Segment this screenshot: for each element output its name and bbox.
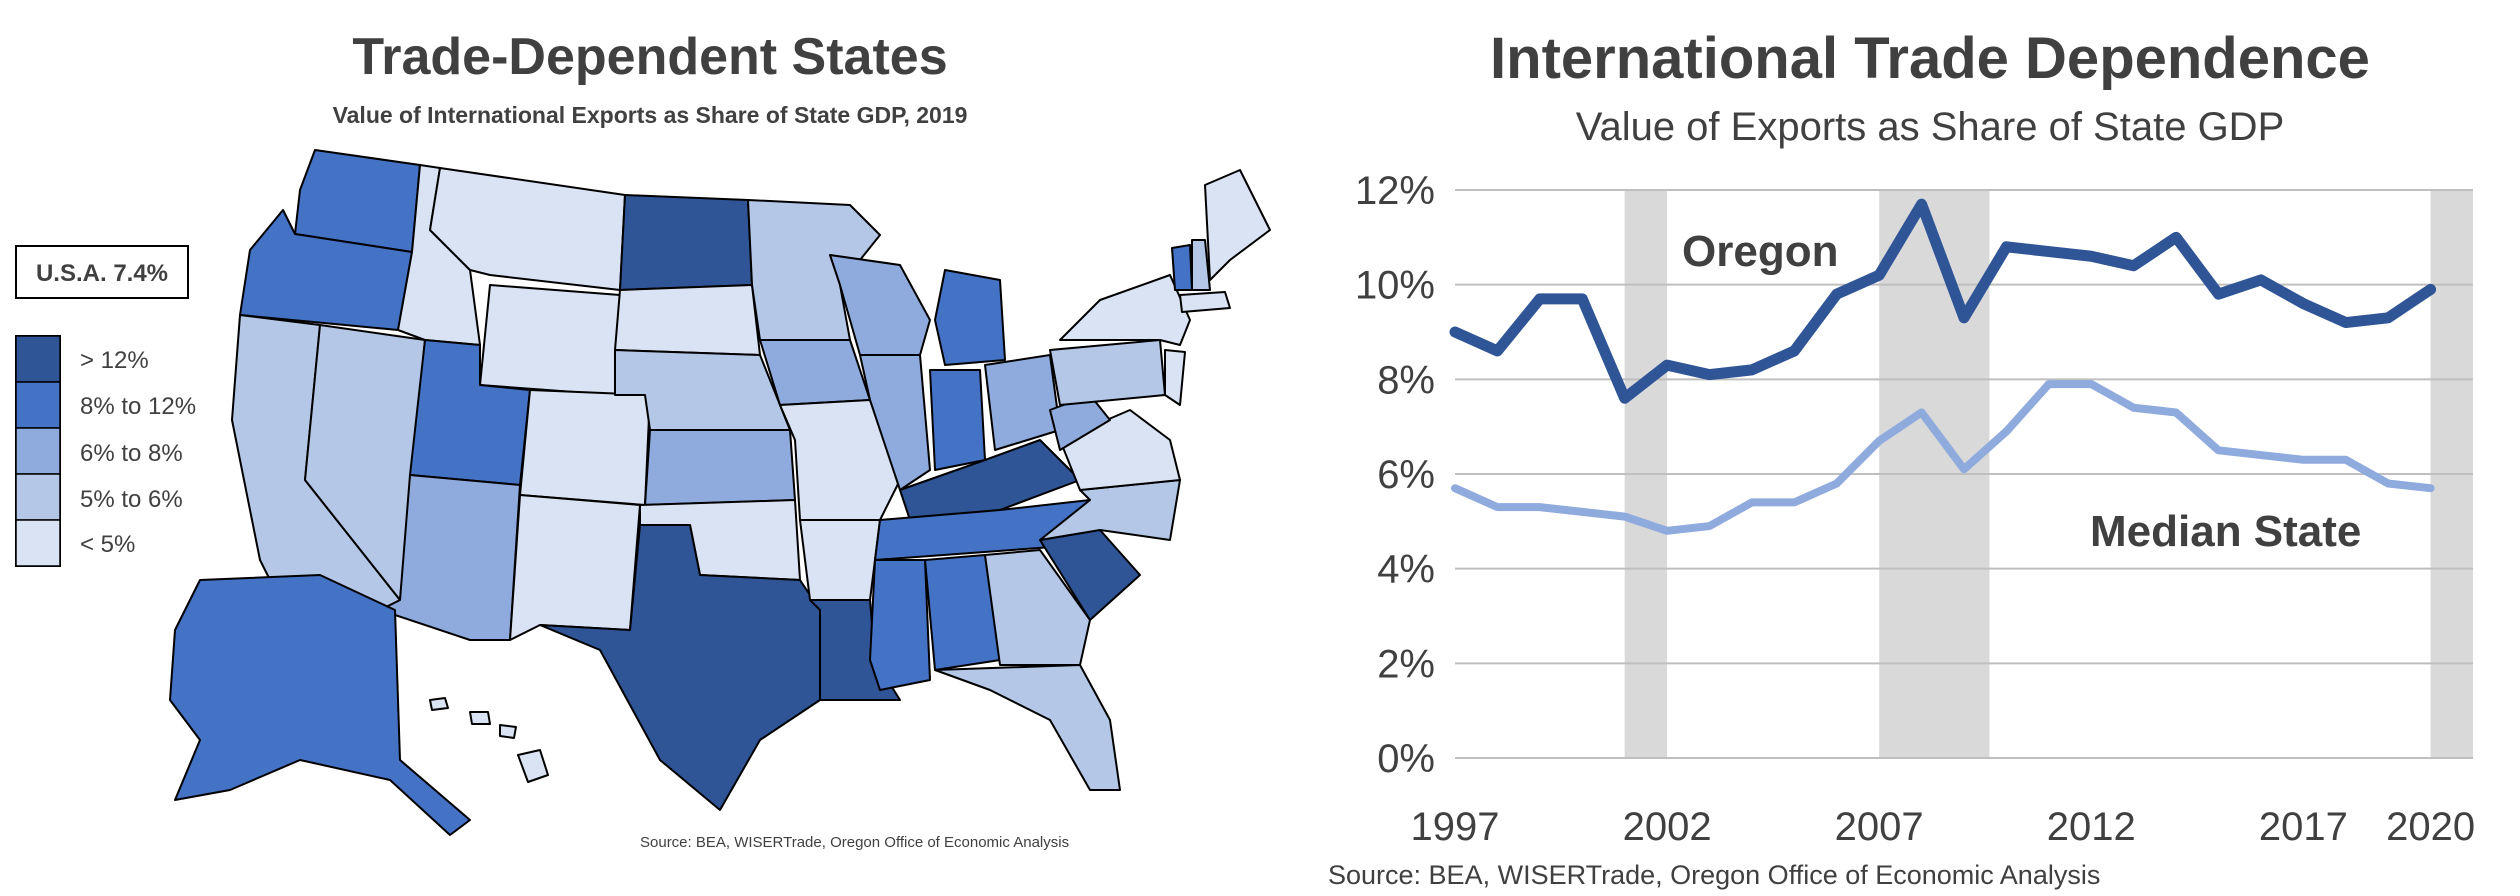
legend-swatch-3 bbox=[15, 427, 61, 475]
map-panel: Trade-Dependent States Value of Internat… bbox=[15, 28, 1271, 851]
map-legend: > 12% 8% to 12% 6% to 8% 5% to 6% < 5% bbox=[15, 335, 196, 567]
y-tick-label-2: 2% bbox=[1377, 642, 1435, 686]
legend-swatch-4 bbox=[15, 473, 61, 521]
legend-swatch-5 bbox=[15, 519, 61, 567]
state-tx bbox=[539, 524, 821, 811]
state-mn bbox=[747, 199, 881, 341]
state-nd bbox=[619, 194, 753, 291]
x-tick-label-1997: 1997 bbox=[1411, 805, 1500, 849]
state-nj bbox=[1164, 349, 1186, 406]
state-ga bbox=[984, 549, 1091, 666]
map-svg: Trade-Dependent States Value of Internat… bbox=[15, 28, 1271, 851]
x-tick-label-2012: 2012 bbox=[2047, 805, 2136, 849]
x-axis-ticks: 1997 2002 2007 2012 2017 2020 bbox=[1411, 805, 2476, 849]
state-ma bbox=[1179, 291, 1231, 313]
legend-label-3: 6% to 8% bbox=[80, 440, 183, 467]
usa-callout-text: U.S.A. 7.4% bbox=[36, 260, 168, 287]
state-hi bbox=[429, 697, 549, 783]
state-sd bbox=[614, 284, 761, 356]
state-ks bbox=[644, 429, 796, 506]
x-tick-label-2002: 2002 bbox=[1623, 805, 1712, 849]
usa-callout-box bbox=[15, 245, 189, 299]
series-label-median-state: Median State bbox=[2090, 507, 2361, 556]
state-ia bbox=[759, 339, 871, 406]
y-tick-label-12: 12% bbox=[1355, 169, 1435, 213]
x-tick-label-2020: 2020 bbox=[2386, 805, 2475, 849]
legend-label-1: > 12% bbox=[80, 347, 149, 374]
legend-label-2: 8% to 12% bbox=[80, 393, 196, 420]
state-mi bbox=[934, 269, 1006, 366]
state-ak bbox=[169, 574, 471, 836]
line-chart-title: International Trade Dependence bbox=[1490, 26, 2370, 91]
line-chart-subtitle: Value of Exports as Share of State GDP bbox=[1576, 105, 2285, 149]
state-pa bbox=[1049, 339, 1166, 406]
y-tick-label-0: 0% bbox=[1377, 737, 1435, 781]
state-il bbox=[859, 354, 931, 491]
line-chart-svg: International Trade Dependence Value of … bbox=[1328, 26, 2476, 890]
state-fl bbox=[934, 664, 1121, 791]
series-lines bbox=[1449, 198, 2437, 535]
y-tick-label-10: 10% bbox=[1355, 264, 1435, 308]
state-az bbox=[379, 474, 521, 641]
state-nm bbox=[509, 494, 641, 641]
state-vt bbox=[1171, 244, 1193, 291]
us-map bbox=[169, 149, 1271, 836]
state-nh bbox=[1191, 239, 1211, 291]
legend-label-4: 5% to 6% bbox=[80, 486, 183, 513]
state-co bbox=[519, 389, 651, 506]
series-line-oregon bbox=[1449, 198, 2437, 404]
gridlines bbox=[1455, 189, 2473, 759]
y-tick-label-4: 4% bbox=[1377, 548, 1435, 592]
state-me bbox=[1204, 169, 1271, 281]
legend-swatch-1 bbox=[15, 335, 61, 383]
state-in bbox=[929, 369, 986, 471]
x-tick-label-2007: 2007 bbox=[1835, 805, 1924, 849]
state-oh bbox=[984, 354, 1061, 451]
legend-label-5: < 5% bbox=[80, 531, 135, 558]
y-tick-label-8: 8% bbox=[1377, 358, 1435, 402]
x-tick-label-2017: 2017 bbox=[2259, 805, 2348, 849]
y-axis-ticks: 0% 2% 4% 6% 8% 10% 12% bbox=[1355, 169, 1435, 781]
y-tick-label-6: 6% bbox=[1377, 453, 1435, 497]
series-label-oregon: Oregon bbox=[1682, 227, 1838, 276]
state-ny bbox=[1059, 274, 1191, 346]
series-line-median-state bbox=[1451, 380, 2435, 535]
map-subtitle: Value of International Exports as Share … bbox=[333, 102, 968, 128]
state-ar bbox=[799, 519, 881, 601]
map-source: Source: BEA, WISERTrade, Oregon Office o… bbox=[640, 834, 1069, 851]
legend-swatch-2 bbox=[15, 381, 61, 429]
line-chart-panel: International Trade Dependence Value of … bbox=[1310, 0, 2520, 896]
state-ms bbox=[869, 559, 931, 691]
map-title: Trade-Dependent States bbox=[352, 28, 947, 86]
line-chart-source: Source: BEA, WISERTrade, Oregon Office o… bbox=[1328, 860, 2100, 890]
state-wy bbox=[479, 284, 621, 396]
